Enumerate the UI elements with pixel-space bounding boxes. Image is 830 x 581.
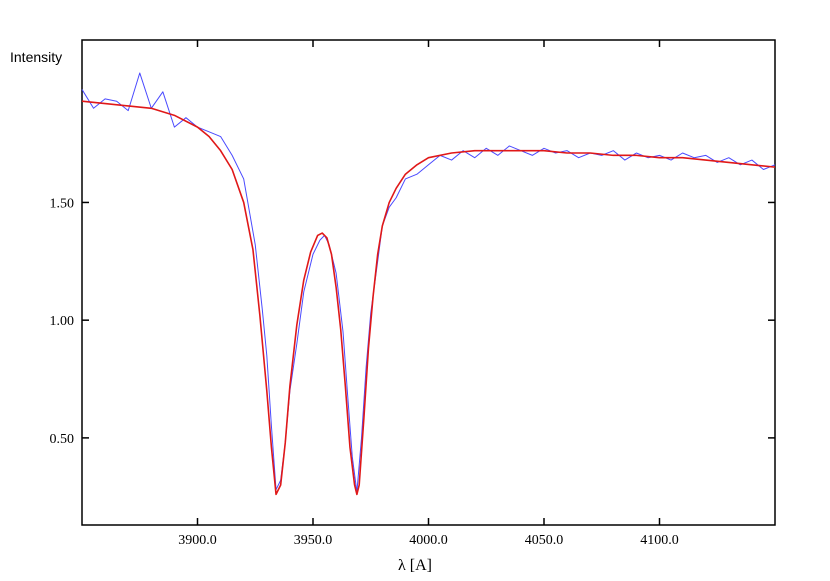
series-line-fit xyxy=(81,100,776,496)
x-axis-label: λ [A] xyxy=(398,557,432,574)
y-tick-label-1: 1.00 xyxy=(50,314,75,329)
series-group xyxy=(81,72,776,496)
plot-frame xyxy=(81,39,776,526)
y-axis-label: Intensity xyxy=(10,49,62,65)
axis-tick-labels: 3900.0 3950.0 4000.0 4050.0 4100.0 0.50 1.00 1.… xyxy=(50,196,679,548)
y-tick-label-2: 1.50 xyxy=(50,196,75,211)
y-tick-label-0: 0.50 xyxy=(50,432,75,447)
x-tick-label-3: 4050.0 xyxy=(525,533,564,548)
x-tick-label-1: 3950.0 xyxy=(294,533,333,548)
series-line-observed xyxy=(81,72,776,493)
x-tick-label-4: 4100.0 xyxy=(640,533,679,548)
x-tick-label-0: 3900.0 xyxy=(178,533,217,548)
x-tick-label-2: 4000.0 xyxy=(409,533,448,548)
axis-ticks xyxy=(82,40,775,525)
